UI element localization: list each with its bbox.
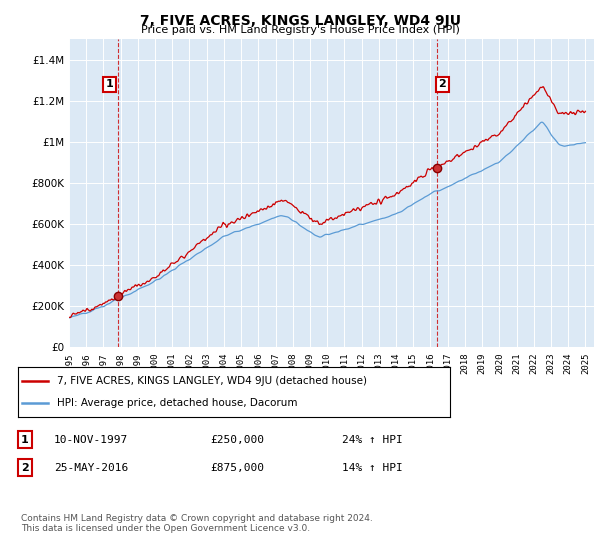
Text: HPI: Average price, detached house, Dacorum: HPI: Average price, detached house, Daco… <box>57 398 298 408</box>
Text: £875,000: £875,000 <box>210 463 264 473</box>
Text: 25-MAY-2016: 25-MAY-2016 <box>54 463 128 473</box>
Text: 1: 1 <box>106 80 113 90</box>
Text: 7, FIVE ACRES, KINGS LANGLEY, WD4 9JU (detached house): 7, FIVE ACRES, KINGS LANGLEY, WD4 9JU (d… <box>57 376 367 386</box>
Text: 10-NOV-1997: 10-NOV-1997 <box>54 435 128 445</box>
Text: 7, FIVE ACRES, KINGS LANGLEY, WD4 9JU: 7, FIVE ACRES, KINGS LANGLEY, WD4 9JU <box>139 14 461 28</box>
Text: 24% ↑ HPI: 24% ↑ HPI <box>342 435 403 445</box>
Text: Price paid vs. HM Land Registry's House Price Index (HPI): Price paid vs. HM Land Registry's House … <box>140 25 460 35</box>
Text: 2: 2 <box>439 80 446 90</box>
Text: 14% ↑ HPI: 14% ↑ HPI <box>342 463 403 473</box>
Text: 1: 1 <box>21 435 29 445</box>
Text: £250,000: £250,000 <box>210 435 264 445</box>
Text: 2: 2 <box>21 463 29 473</box>
Text: Contains HM Land Registry data © Crown copyright and database right 2024.
This d: Contains HM Land Registry data © Crown c… <box>21 514 373 533</box>
